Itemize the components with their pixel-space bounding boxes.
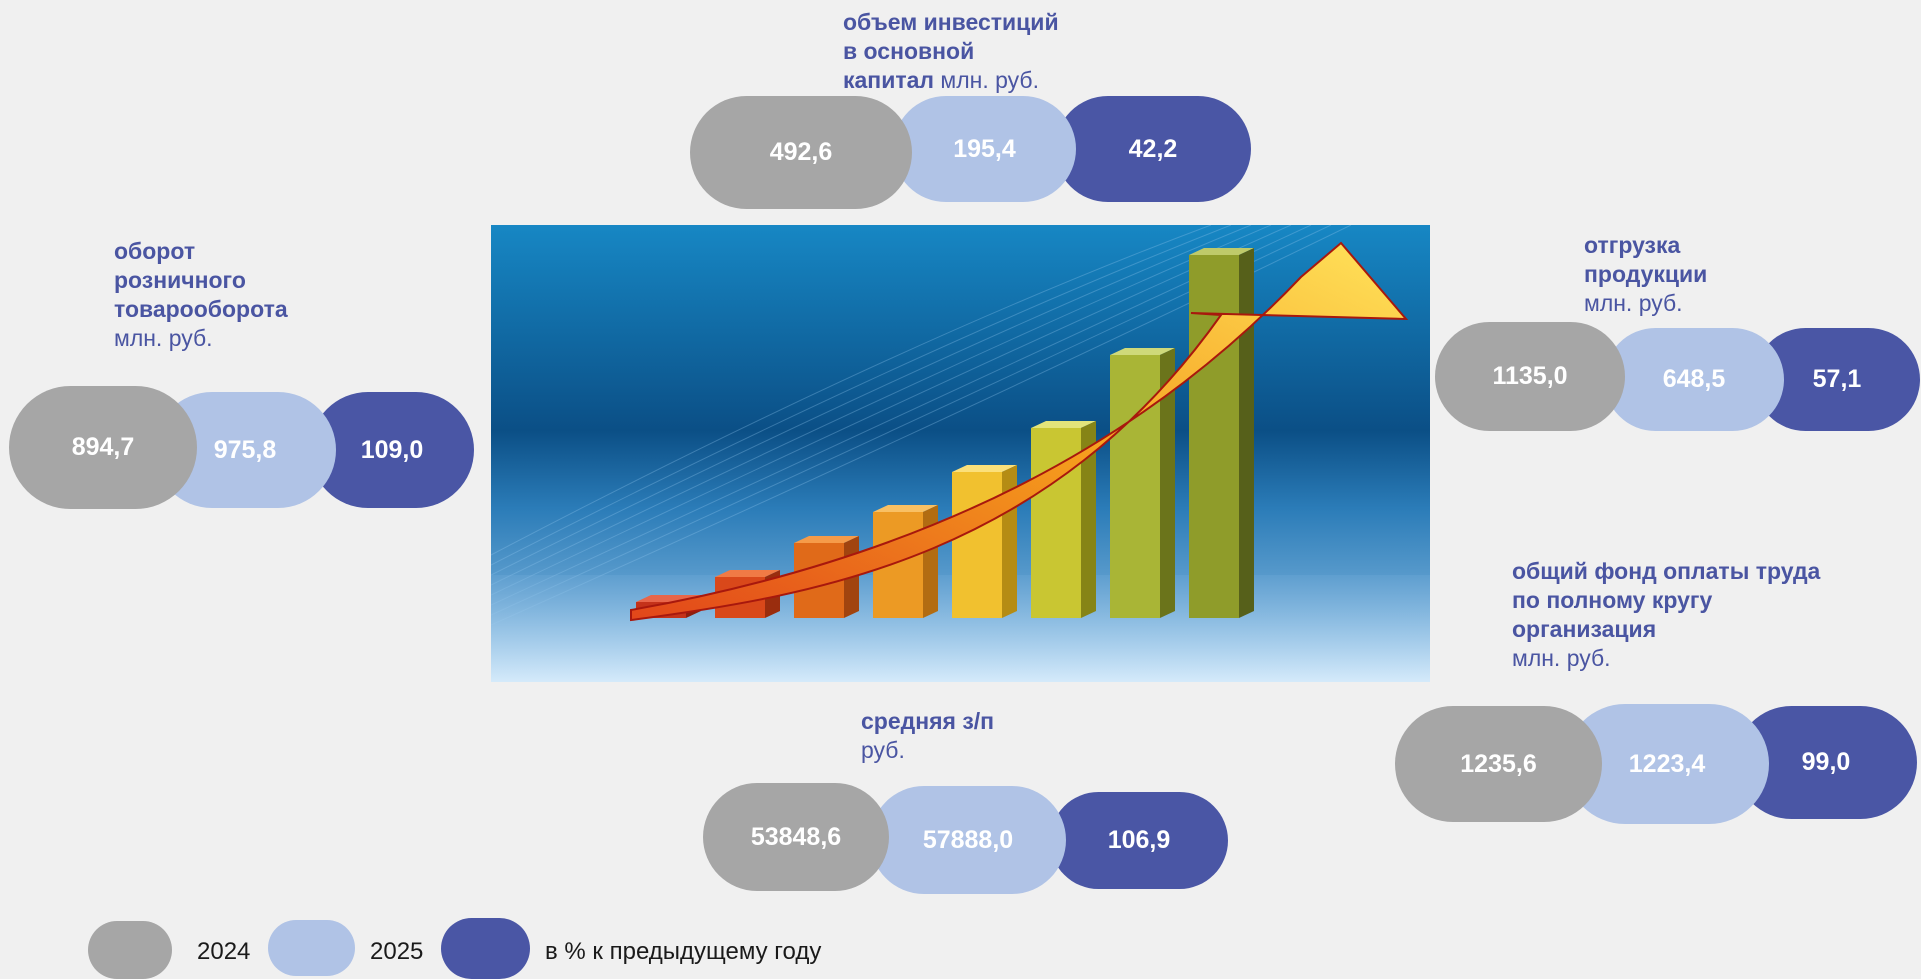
- retail-title: оборот розничного товарооборота млн. руб…: [114, 237, 288, 353]
- payroll-2024-value: 1235,6: [1460, 749, 1537, 778]
- bar-5: [952, 465, 1017, 618]
- investment-unit: млн. руб.: [940, 67, 1039, 93]
- shipment-2024-value: 1135,0: [1492, 362, 1568, 390]
- investment-title-line-3: капитал: [843, 67, 935, 93]
- legend-2025-swatch: [268, 920, 355, 976]
- shipment-2025-pill: 648,5: [1604, 328, 1784, 431]
- investment-2024-pill: 492,6: [690, 96, 912, 209]
- shipment-pct-value: 57,1: [1812, 365, 1862, 393]
- salary-2025-pill: 57888,0: [870, 786, 1066, 894]
- shipment-title-line-2: продукции: [1584, 261, 1708, 287]
- shipment-title: отгрузка продукции млн. руб.: [1584, 231, 1707, 318]
- payroll-title-line-2: по полному кругу: [1512, 587, 1713, 613]
- salary-title: средняя з/п руб.: [861, 707, 994, 765]
- retail-title-line-2: розничного: [114, 267, 246, 293]
- investment-2024-value: 492,6: [769, 138, 833, 166]
- salary-pct-pill: 106,9: [1050, 792, 1228, 889]
- legend-2024-label: 2024: [197, 938, 251, 965]
- salary-title-line-1: средняя з/п: [861, 708, 995, 734]
- retail-pct-pill: 109,0: [310, 392, 474, 508]
- shipment-2024-pill: 1135,0: [1435, 322, 1625, 431]
- salary-2024-pill: 53848,6: [703, 783, 889, 891]
- shipment-title-line-1: отгрузка: [1584, 232, 1681, 258]
- payroll-title-line-1: общий фонд оплаты труда: [1512, 558, 1821, 584]
- legend-pct-swatch: [441, 918, 530, 979]
- investment-title-line-1: объем инвестиций: [843, 9, 1059, 35]
- salary-2024-value: 53848,6: [750, 822, 842, 851]
- salary-pct-value: 106,9: [1107, 826, 1171, 854]
- payroll-unit: млн. руб.: [1512, 645, 1611, 671]
- shipment-2025-value: 648,5: [1662, 365, 1726, 393]
- retail-title-line-3: товарооборота: [114, 296, 288, 322]
- retail-2025-value: 975,8: [213, 435, 277, 464]
- legend-2024-swatch: [88, 921, 172, 979]
- retail-unit: млн. руб.: [114, 325, 213, 351]
- retail-title-line-1: оборот: [114, 238, 196, 264]
- investment-title: объем инвестиций в основной капитал млн.…: [843, 8, 1059, 95]
- bar-8: [1189, 248, 1254, 618]
- payroll-pct-value: 99,0: [1801, 748, 1851, 776]
- payroll-pct-pill: 99,0: [1735, 706, 1917, 819]
- investment-pct-pill: 42,2: [1055, 96, 1251, 202]
- payroll-2025-value: 1223,4: [1628, 749, 1706, 778]
- investment-2025-pill: 195,4: [893, 96, 1076, 202]
- salary-unit: руб.: [861, 737, 905, 763]
- payroll-2024-pill: 1235,6: [1395, 706, 1602, 822]
- legend-pct-label: в % к предыдущему году: [545, 938, 822, 965]
- investment-title-line-2: в основной: [843, 38, 975, 64]
- retail-pct-value: 109,0: [360, 435, 424, 464]
- shipment-unit: млн. руб.: [1584, 290, 1683, 316]
- growth-arrow: [630, 241, 1409, 622]
- retail-2024-pill: 894,7: [9, 386, 197, 509]
- retail-2024-value: 894,7: [71, 433, 135, 461]
- salary-2025-value: 57888,0: [922, 825, 1014, 854]
- growth-illustration: [491, 225, 1430, 682]
- investment-pct-value: 42,2: [1128, 134, 1178, 163]
- payroll-title-line-3: организация: [1512, 616, 1657, 642]
- investment-2025-value: 195,4: [953, 134, 1016, 163]
- legend-2025-label: 2025: [370, 938, 424, 965]
- payroll-title: общий фонд оплаты труда по полному кругу…: [1512, 557, 1820, 673]
